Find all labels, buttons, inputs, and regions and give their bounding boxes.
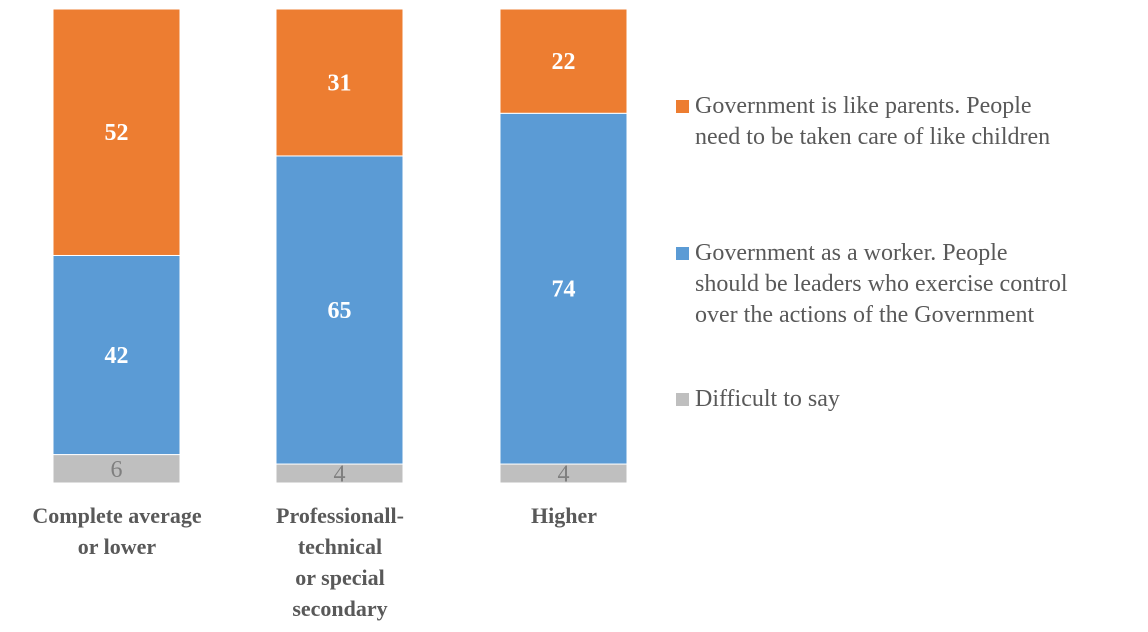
legend-swatch-blue (676, 247, 689, 260)
legend-item-difficult: Difficult to say (676, 384, 840, 415)
data-label: 74 (552, 277, 576, 303)
bar-segment (52, 454, 181, 484)
category-label: Complete average or lower (32, 503, 202, 559)
legend-label: Government as a worker. People should be… (695, 240, 1068, 328)
category-label: Professionall- technical or special seco… (276, 503, 404, 621)
legend-swatch-orange (676, 100, 689, 113)
data-label: 52 (105, 120, 129, 146)
bar-segment (275, 8, 404, 157)
bar-segment (52, 254, 181, 456)
data-label: 22 (552, 49, 576, 75)
data-label: 4 (334, 462, 346, 488)
bar-segment (275, 155, 404, 465)
legend-label: Government is like parents. People need … (695, 93, 1051, 150)
category-label: Higher (531, 503, 597, 528)
data-label: 42 (105, 343, 129, 369)
data-label: 31 (328, 70, 352, 96)
legend-swatch-gray (676, 393, 689, 406)
legend-item-parents: Government is like parents. People need … (676, 91, 1050, 153)
legend-label: Difficult to say (695, 386, 840, 412)
data-label: 65 (328, 298, 352, 324)
bar-segment (499, 8, 628, 114)
bar-segment (52, 8, 181, 256)
bar-segment (499, 112, 628, 465)
legend-item-worker: Government as a worker. People should be… (676, 238, 1068, 331)
data-label: 4 (558, 462, 570, 488)
data-label: 6 (111, 457, 123, 483)
bar-chart: 6 42 52 4 65 31 4 74 22 (52, 8, 628, 488)
